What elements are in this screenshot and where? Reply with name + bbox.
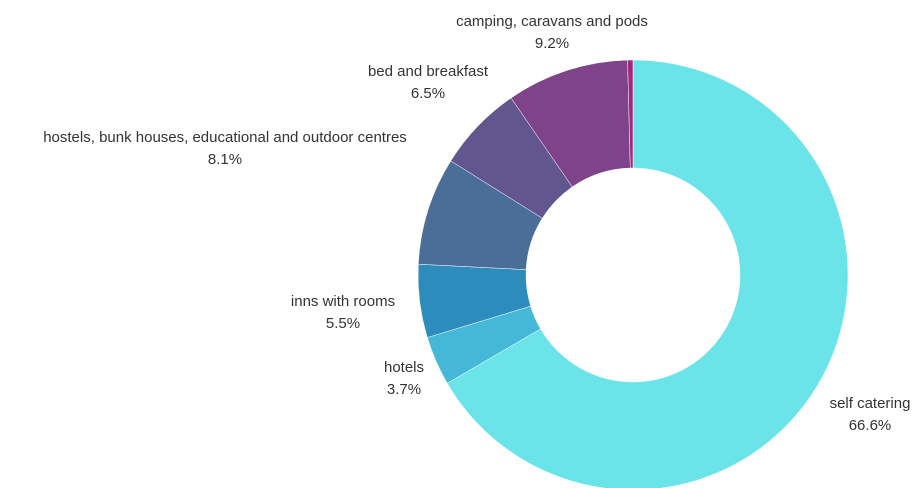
slice-label: inns with rooms — [291, 293, 395, 310]
slice-value-label: 5.5% — [326, 315, 360, 332]
slice-label: bed and breakfast — [368, 63, 489, 80]
slice-label: hostels, bunk houses, educational and ou… — [43, 129, 407, 146]
slice-value-label: 66.6% — [849, 417, 892, 434]
slice-value-label: 3.7% — [387, 381, 421, 398]
slice-value-label: 6.5% — [411, 85, 445, 102]
slice — [627, 59, 634, 169]
slice-label: self catering — [830, 395, 911, 412]
slice-label: camping, caravans and pods — [456, 13, 648, 30]
slice — [446, 59, 849, 488]
slice-value-label: 9.2% — [535, 35, 569, 52]
slice-label: hotels — [384, 359, 424, 376]
slice-value-label: 8.1% — [208, 151, 242, 168]
